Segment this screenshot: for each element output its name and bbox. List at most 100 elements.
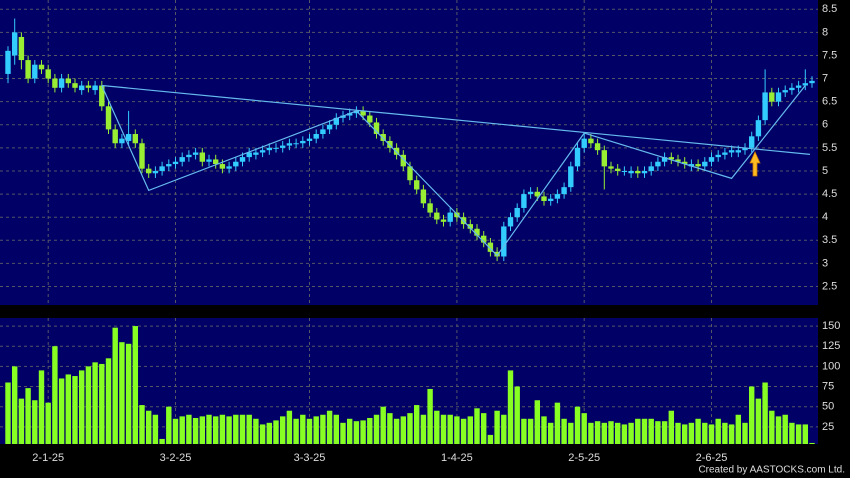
y-tick-label: 5.5	[822, 142, 837, 154]
volume-bar	[481, 413, 487, 444]
candle-body	[628, 170, 634, 174]
volume-bar	[755, 398, 762, 444]
candle-body	[541, 196, 547, 202]
candle-body	[708, 157, 715, 162]
volume-bar	[18, 398, 25, 444]
x-tick-label: 1-4-25	[441, 452, 473, 464]
candle-body	[387, 140, 393, 148]
candle-body	[601, 150, 607, 167]
candle-body	[306, 138, 313, 141]
candle-body	[52, 78, 58, 88]
y-tick-label: 4	[822, 211, 828, 223]
candle-body	[501, 226, 507, 257]
candles	[5, 18, 815, 262]
y-tick-label: 3	[822, 257, 828, 269]
candle-body	[79, 85, 85, 91]
volume-bar	[65, 374, 71, 444]
volume-bar	[105, 358, 112, 444]
volume-bar	[52, 346, 58, 444]
volume-bar	[92, 362, 98, 444]
trend-lines	[101, 84, 811, 257]
candle-body	[286, 143, 293, 146]
y-tick-label: 8	[822, 26, 828, 38]
candle-body	[728, 150, 735, 153]
x-tick-label: 2-1-25	[32, 452, 64, 464]
volume-bar	[25, 388, 31, 444]
candle-body	[92, 85, 98, 91]
volume-bar	[494, 410, 500, 444]
volume-bar	[722, 422, 728, 444]
volume-bar	[414, 405, 420, 444]
candle-body	[326, 124, 333, 130]
candle-body	[179, 157, 185, 162]
volume-bar	[454, 416, 460, 444]
volume-bar	[548, 422, 554, 444]
candle-body	[521, 194, 527, 208]
credit: Created by AASTOCKS.com Ltd.	[698, 465, 845, 476]
volume-bar	[179, 416, 185, 444]
candle-body	[742, 147, 748, 151]
volume-bar	[5, 382, 11, 444]
candle-body	[333, 117, 339, 125]
x-tick-label: 2-5-25	[568, 452, 600, 464]
candle-body	[514, 207, 520, 218]
volume-bar	[447, 414, 453, 444]
volume-bar	[38, 370, 45, 444]
candle-body	[172, 161, 179, 165]
volume-bar	[206, 414, 212, 444]
volume-bar	[501, 414, 507, 444]
candle-body	[38, 64, 45, 70]
volume-bar	[139, 405, 145, 444]
y-tick-label: 7	[822, 72, 828, 84]
volume-bar	[32, 400, 38, 444]
candle-body	[648, 166, 654, 171]
volume-bar	[762, 382, 768, 444]
price-panel	[0, 0, 818, 305]
volume-bar	[213, 416, 219, 444]
candle-body	[795, 85, 802, 88]
breakout-arrow	[749, 151, 761, 177]
candle-body	[407, 166, 413, 181]
volume-bar	[708, 424, 715, 444]
candle-body	[99, 85, 105, 107]
trend-line	[101, 85, 806, 257]
volume-bar	[387, 413, 393, 444]
volume-bar	[146, 410, 152, 444]
volume-bar	[507, 370, 514, 444]
volume-bar	[568, 422, 574, 444]
volume-bar	[460, 418, 467, 444]
candle-body	[561, 187, 567, 195]
candle-body	[293, 143, 299, 145]
volume-bar	[367, 417, 373, 444]
volume-bar	[239, 414, 246, 444]
volume-bar	[802, 424, 808, 444]
volume-bar	[735, 414, 741, 444]
volume-bar	[715, 418, 721, 444]
volume-bar	[621, 424, 628, 444]
volume-bar	[695, 418, 701, 444]
candle-body	[688, 164, 695, 167]
y-tick-label: 4.5	[822, 188, 837, 200]
volume-tick-label: 75	[822, 380, 834, 392]
volume-bars	[5, 326, 815, 444]
volume-bar	[380, 406, 386, 444]
volume-bar	[320, 414, 326, 444]
volume-bar	[72, 376, 78, 444]
candle-body	[219, 164, 226, 169]
volume-bar	[219, 414, 226, 444]
volume-bar	[594, 421, 601, 444]
candle-body	[206, 159, 212, 162]
candle-body	[119, 138, 125, 144]
volume-bar	[742, 422, 748, 444]
candle-body	[615, 168, 621, 171]
candle-body	[809, 80, 815, 84]
volume-bar	[769, 410, 775, 444]
volume-bar	[749, 386, 755, 444]
volume-bar	[112, 327, 118, 444]
candle-body	[494, 251, 500, 257]
candle-body	[695, 164, 701, 167]
candle-body	[199, 152, 205, 162]
candle-body	[186, 154, 192, 158]
candle-body	[226, 166, 232, 169]
volume-bar	[166, 406, 172, 444]
